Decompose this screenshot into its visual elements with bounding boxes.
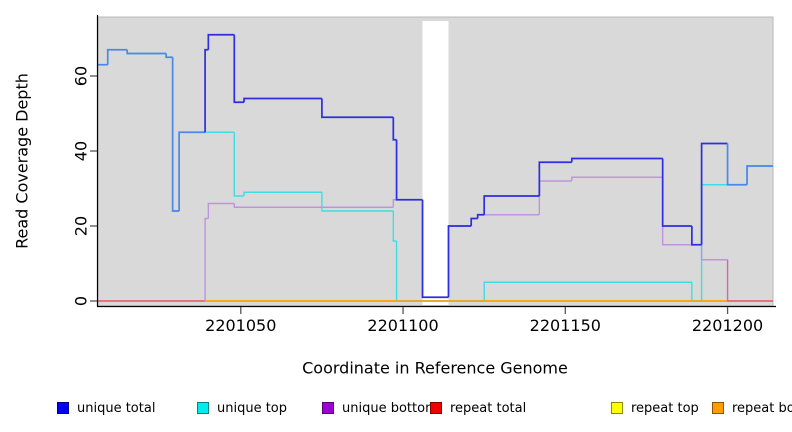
legend-item-repeat-top: repeat top <box>611 398 699 418</box>
series-unique-total <box>538 161 572 196</box>
legend-item-unique-top: unique top <box>197 398 287 418</box>
legend-item-unique-bottom: unique bottom <box>322 398 438 418</box>
legend-swatch-repeat-total <box>430 402 442 414</box>
series-unique-total <box>746 165 773 185</box>
legend-label: unique total <box>77 400 156 416</box>
series-unique-bottom <box>571 176 663 181</box>
y-tick-label: 40 <box>72 141 91 161</box>
legend-item-repeat-total: repeat total <box>430 398 526 418</box>
legend-swatch-repeat-bottom <box>712 402 724 414</box>
series-unique-total <box>204 48 209 133</box>
series-unique-bottom <box>700 244 728 261</box>
series-unique-top <box>233 132 245 197</box>
y-tick-label: 0 <box>72 296 91 306</box>
x-axis-title: Coordinate in Reference Genome <box>302 358 568 378</box>
series-unique-total <box>106 48 128 65</box>
series-unique-total <box>165 53 173 59</box>
legend-swatch-unique-total <box>57 402 69 414</box>
legend-label: unique bottom <box>342 400 438 416</box>
series-unique-total <box>470 217 478 226</box>
series-unique-total <box>392 117 397 141</box>
x-tick-label: 2201050 <box>205 316 276 335</box>
legend-item-unique-total: unique total <box>57 398 155 418</box>
series-unique-total <box>476 213 485 219</box>
series-unique-bottom <box>207 202 235 219</box>
series-unique-total <box>691 226 702 246</box>
chart-legend: unique total unique top unique bottom repea… <box>0 398 792 422</box>
series-unique-total <box>233 34 245 104</box>
legend-label: repeat total <box>450 400 527 416</box>
series-unique-total <box>395 139 423 201</box>
legend-label: repeat bottom <box>732 400 792 416</box>
series-unique-top <box>243 191 322 196</box>
y-axis-title: Read Coverage Depth <box>12 73 32 249</box>
series-unique-total <box>171 57 180 212</box>
legend-swatch-unique-bottom <box>322 402 334 414</box>
series-unique-top <box>321 192 394 212</box>
legend-swatch-unique-top <box>197 402 209 414</box>
series-unique-top <box>392 211 397 242</box>
series-unique-total <box>178 131 206 211</box>
legend-swatch-repeat-top <box>611 402 623 414</box>
series-unique-total <box>483 195 540 215</box>
coverage-gap-band <box>422 21 449 305</box>
legend-item-repeat-bottom: repeat bottom <box>712 398 792 418</box>
x-tick-label: 2201200 <box>692 316 763 335</box>
series-unique-total <box>661 158 692 227</box>
series-unique-total <box>447 225 472 298</box>
series-unique-total <box>700 142 728 245</box>
series-unique-bottom <box>204 217 209 301</box>
legend-label: unique top <box>217 400 288 416</box>
series-unique-total <box>421 199 449 299</box>
x-tick-label: 2201150 <box>530 316 601 335</box>
legend-label: repeat top <box>631 400 699 416</box>
y-tick-label: 60 <box>72 66 91 86</box>
series-unique-top <box>483 281 692 301</box>
series-unique-total <box>570 157 663 163</box>
series-unique-bottom <box>233 203 394 208</box>
x-tick-label: 2201100 <box>367 316 438 335</box>
series-unique-total <box>207 33 235 50</box>
series-unique-total <box>243 97 322 103</box>
y-tick-label: 20 <box>72 216 91 236</box>
series-unique-total <box>726 143 748 186</box>
series-unique-bottom <box>726 259 773 302</box>
series-unique-total <box>126 49 167 55</box>
series-unique-total <box>321 98 394 119</box>
